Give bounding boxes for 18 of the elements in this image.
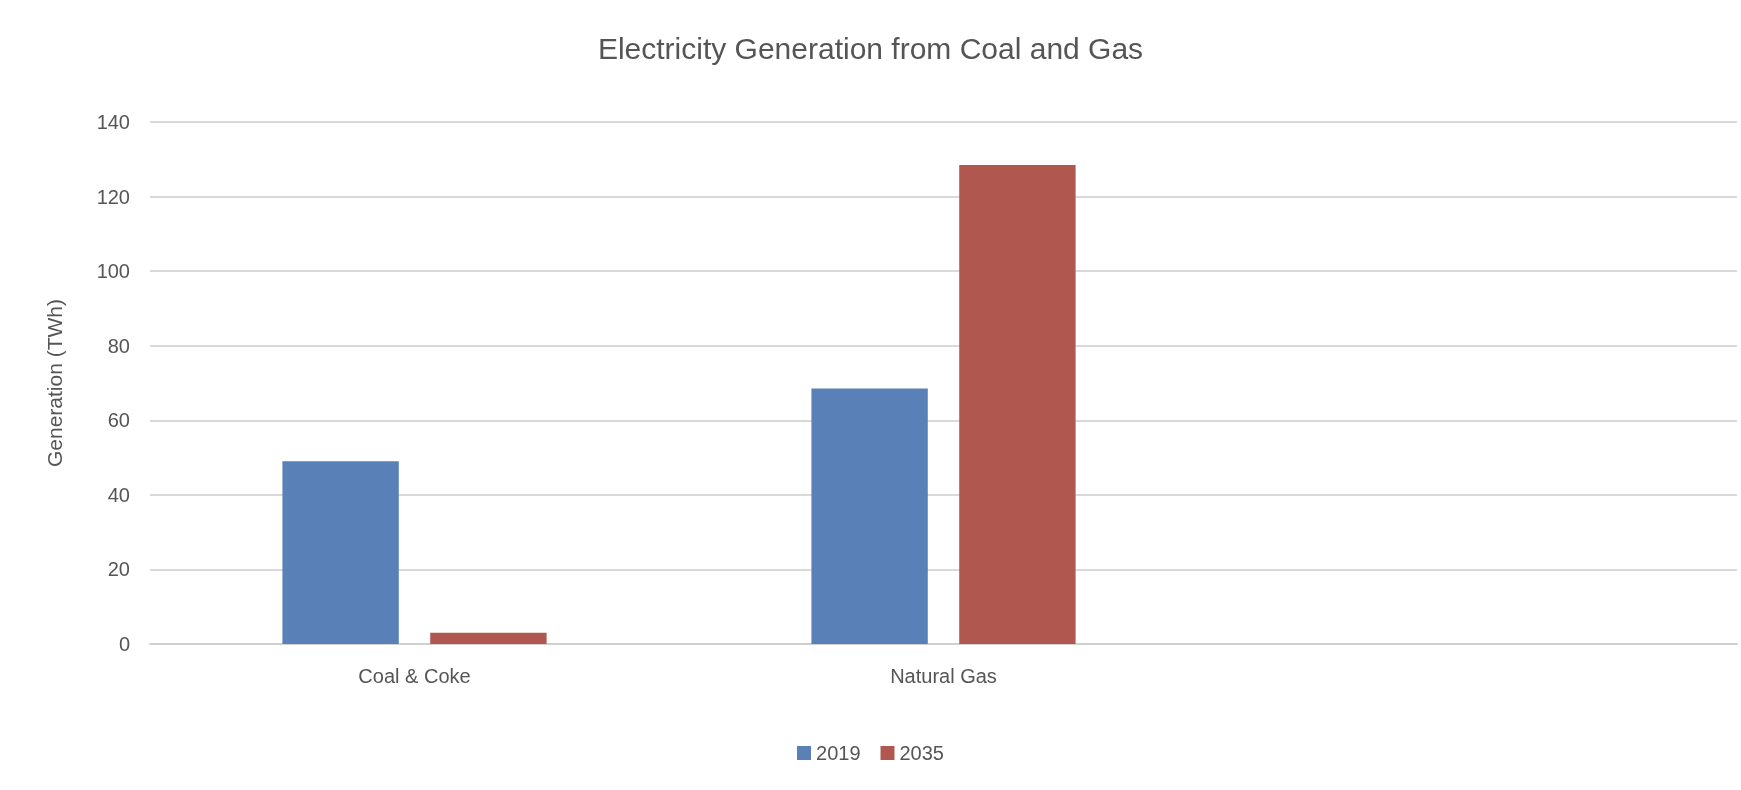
legend-label: 2035 — [899, 742, 944, 764]
y-tick-label: 20 — [107, 558, 130, 581]
bar — [282, 461, 399, 644]
y-tick-label: 0 — [118, 633, 130, 655]
y-tick-label: 100 — [96, 260, 130, 283]
y-tick-label: 60 — [107, 409, 130, 432]
y-tick-label: 140 — [96, 111, 130, 133]
bar — [811, 388, 928, 644]
x-tick-label: Natural Gas — [890, 665, 997, 687]
y-tick-label: 120 — [96, 185, 130, 208]
y-tick-label: 40 — [107, 483, 130, 506]
chart-title: Electricity Generation from Coal and Gas — [597, 31, 1144, 65]
bar — [959, 164, 1076, 644]
legend-label: 2019 — [816, 742, 861, 764]
x-tick-label: Coal & Coke — [358, 665, 471, 687]
y-tick-label: 80 — [107, 334, 130, 357]
y-axis-title: Generation (TWh) — [43, 298, 66, 468]
bar — [430, 632, 547, 644]
